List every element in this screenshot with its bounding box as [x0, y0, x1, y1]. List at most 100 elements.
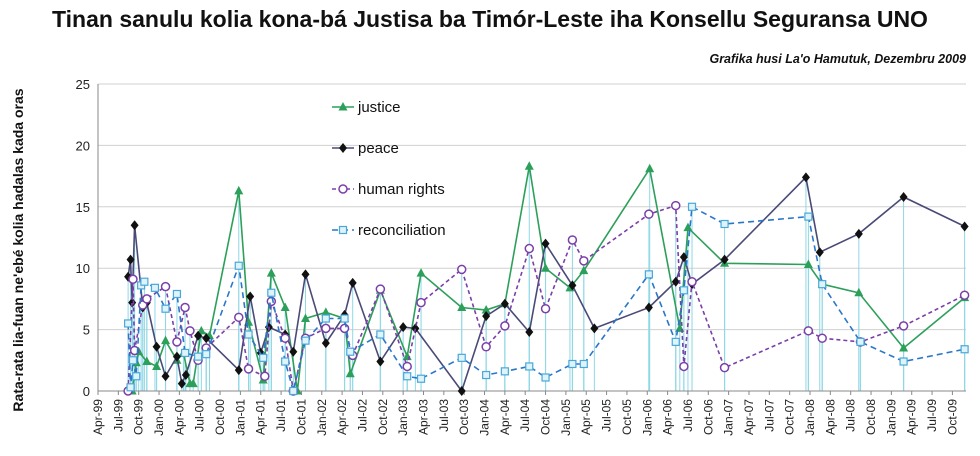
- x-tick-label: Oct-05: [620, 399, 634, 435]
- data-point-reconciliation: [244, 330, 253, 339]
- series-line-human-rights: [127, 204, 965, 392]
- x-tick-label: Jan-07: [722, 399, 736, 436]
- data-point-peace: [289, 346, 298, 357]
- data-point-human-rights: [524, 243, 535, 254]
- data-point-peace: [457, 386, 466, 396]
- legend-swatch-marker: [338, 102, 348, 111]
- data-point-peace: [348, 277, 357, 288]
- data-point-peace: [899, 191, 908, 202]
- legend-item-justice: justice: [332, 99, 401, 116]
- data-point-peace: [671, 276, 680, 287]
- data-point-human-rights: [234, 312, 244, 323]
- data-point-justice: [803, 259, 813, 269]
- data-point-reconciliation: [202, 350, 211, 359]
- data-point-reconciliation: [234, 261, 243, 270]
- x-tick-label: Apr-06: [661, 399, 675, 435]
- data-point-human-rights: [160, 281, 171, 292]
- data-point-human-rights: [321, 323, 331, 334]
- data-point-justice: [524, 161, 534, 170]
- data-point-human-rights: [180, 302, 190, 313]
- x-tick-label: Oct-06: [701, 399, 715, 435]
- legend-swatch-marker: [339, 143, 347, 153]
- x-tick-label: Jul-99: [111, 399, 125, 432]
- x-tick-label: Jul-08: [844, 399, 858, 432]
- y-axis-ticks: 0 5 10 15 20 25: [76, 77, 90, 399]
- series-line-reconciliation: [127, 205, 965, 395]
- chart-subtitle: Grafika husi La'o Hamutuk, Dezembru 2009: [709, 52, 966, 66]
- data-point-peace: [679, 252, 688, 263]
- data-point-reconciliation: [150, 283, 160, 292]
- y-tick-label: 20: [76, 138, 90, 153]
- data-point-reconciliation: [340, 314, 349, 323]
- x-tick-label: Jan-01: [233, 399, 247, 436]
- data-point-human-rights: [172, 337, 182, 347]
- x-tick-label: Jul-02: [355, 399, 369, 432]
- data-point-human-rights: [402, 361, 412, 372]
- data-point-peace: [194, 330, 203, 341]
- data-point-human-rights: [500, 321, 510, 331]
- legend-item-reconciliation: reconciliation: [332, 222, 446, 239]
- data-point-peace: [541, 238, 550, 249]
- x-tick-label: Jan-08: [803, 399, 817, 436]
- x-tick-label: Apr-03: [416, 399, 430, 435]
- data-point-peace: [525, 327, 534, 338]
- data-point-human-rights: [243, 364, 254, 374]
- y-tick-label: 5: [83, 323, 90, 338]
- data-point-reconciliation: [376, 330, 385, 339]
- data-point-justice: [579, 265, 589, 275]
- data-point-reconciliation: [128, 356, 138, 365]
- data-point-reconciliation: [500, 367, 509, 376]
- data-point-peace: [128, 297, 137, 308]
- x-tick-label: Jul-06: [681, 399, 695, 432]
- data-point-peace: [720, 254, 729, 265]
- x-tick-label: Jul-00: [193, 399, 207, 432]
- data-point-reconciliation: [132, 372, 141, 381]
- data-point-justice: [645, 163, 655, 173]
- data-point-justice: [457, 302, 467, 311]
- x-tick-label: Jan-02: [315, 399, 329, 436]
- legend-label: human rights: [358, 181, 445, 198]
- series-human-rights: [123, 200, 970, 396]
- x-tick-label: Oct-00: [213, 399, 227, 435]
- x-tick-label: Apr-07: [742, 399, 756, 435]
- x-tick-label: Jan-03: [396, 399, 410, 436]
- data-point-justice: [280, 302, 290, 311]
- x-tick-label: Jul-01: [274, 399, 288, 432]
- x-tick-label: Oct-07: [783, 399, 797, 435]
- y-tick-label: 0: [83, 384, 90, 399]
- x-tick-label: Oct-02: [376, 399, 390, 435]
- data-point-human-rights: [375, 284, 386, 294]
- data-point-peace: [161, 371, 170, 382]
- data-point-human-rights: [129, 345, 140, 356]
- x-tick-label: Oct-01: [294, 399, 308, 435]
- data-point-reconciliation: [267, 288, 276, 297]
- data-point-human-rights: [644, 209, 654, 219]
- data-point-reconciliation: [568, 359, 577, 369]
- data-point-peace: [126, 254, 135, 265]
- data-point-peace: [234, 365, 243, 376]
- data-point-human-rights: [567, 235, 578, 245]
- legend-label: reconciliation: [358, 222, 446, 239]
- data-point-reconciliation: [818, 280, 827, 289]
- data-point-reconciliation: [281, 357, 290, 366]
- data-point-justice: [300, 313, 310, 323]
- x-tick-label: Apr-00: [172, 399, 186, 435]
- data-point-reconciliation: [346, 347, 355, 356]
- axes: [97, 84, 966, 392]
- x-tick-label: Apr-01: [254, 399, 268, 435]
- data-point-peace: [815, 247, 824, 258]
- data-point-reconciliation: [301, 336, 310, 345]
- drop-lines: [127, 166, 966, 391]
- data-point-justice: [481, 304, 491, 314]
- data-point-reconciliation: [457, 353, 466, 362]
- x-tick-label: Jul-03: [437, 399, 451, 432]
- data-point-justice: [188, 378, 198, 388]
- data-point-reconciliation: [679, 286, 688, 295]
- x-tick-label: Apr-08: [823, 399, 837, 435]
- data-point-reconciliation: [193, 352, 203, 361]
- data-point-reconciliation: [525, 362, 534, 371]
- legend-label: justice: [357, 99, 401, 116]
- data-point-reconciliation: [126, 383, 135, 392]
- data-point-reconciliation: [687, 202, 697, 211]
